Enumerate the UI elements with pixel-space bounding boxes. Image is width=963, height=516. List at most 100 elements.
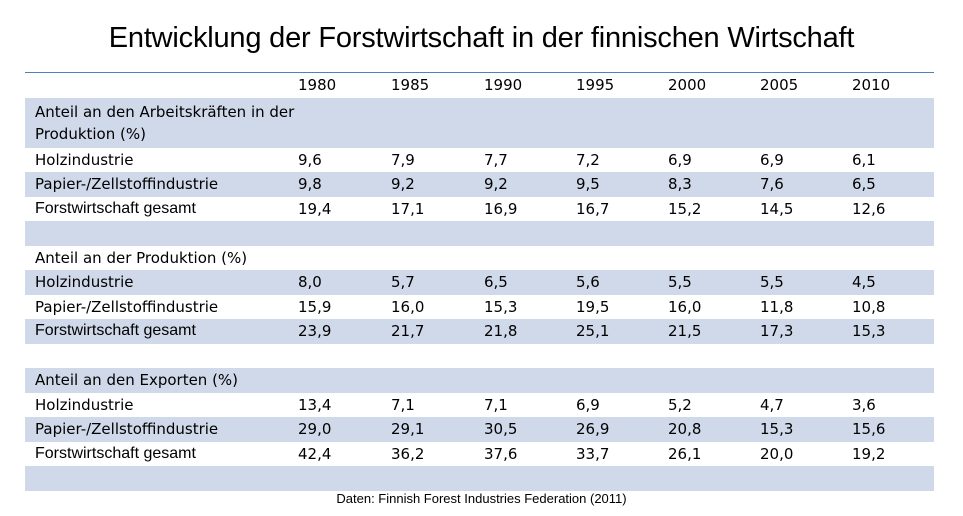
row-label: Papier-/Zellstoffindustrie [35,420,219,438]
column-header-1990: 1990 [484,76,523,94]
value-cell: 29,1 [391,420,425,438]
row-label: Holzindustrie [35,273,134,291]
value-cell: 15,9 [298,297,332,316]
value-cell: 4,7 [760,395,784,414]
table-row: Forstwirtschaft gesamt 42,4 36,2 37,6 33,7 26… [25,442,934,467]
value-cell: 21,7 [391,322,425,340]
data-table: 1980 1985 1990 1995 2000 2005 2010 Anteil an de… [25,73,934,491]
value-cell: 16,7 [576,199,610,218]
value-cell: 5,2 [668,395,692,414]
value-cell: 16,0 [668,297,702,316]
section-heading-row: Anteil an den Arbeitskräften in der Prod… [25,97,934,148]
value-cell: 29,0 [298,420,332,438]
column-header-2010: 2010 [852,76,891,94]
value-cell: 19,2 [852,444,886,463]
value-cell: 6,1 [852,150,876,169]
value-cell: 20,0 [760,444,794,463]
value-cell: 12,6 [852,199,886,218]
spacer-row [25,221,934,246]
value-cell: 15,3 [484,297,518,316]
row-label: Holzindustrie [35,395,134,414]
row-label: Forstwirtschaft gesamt [35,444,196,462]
value-cell: 15,6 [852,420,886,438]
value-cell: 10,8 [852,297,886,316]
source-note: Daten: Finnish Forest Industries Federat… [336,491,627,506]
row-label: Holzindustrie [35,150,134,169]
value-cell: 17,1 [391,199,425,218]
section-heading-row: Anteil an den Exporten (%) [25,368,934,393]
value-cell: 42,4 [298,444,332,463]
top-rule [25,72,934,73]
row-label: Forstwirtschaft gesamt [35,199,196,217]
header-row: 1980 1985 1990 1995 2000 2005 2010 [25,73,934,98]
value-cell: 13,4 [298,395,332,414]
value-cell: 19,4 [298,199,332,218]
column-header-2005: 2005 [760,76,799,94]
value-cell: 9,8 [298,175,322,193]
table-row: Papier-/Zellstoffindustrie 29,0 29,1 30,5 26… [25,417,934,442]
value-cell: 19,5 [576,297,610,316]
section-heading: Anteil an den Arbeitskräften in der Prod… [35,102,295,143]
value-cell: 33,7 [576,444,610,463]
spacer-row [25,344,934,369]
value-cell: 5,7 [391,273,415,291]
table-row: Holzindustrie 13,4 7,1 7,1 6,9 5,2 4,7 3,6 [25,393,934,418]
value-cell: 7,1 [484,395,508,414]
value-cell: 9,2 [391,175,415,193]
value-cell: 6,9 [760,150,784,169]
row-label: Papier-/Zellstoffindustrie [35,175,219,193]
value-cell: 16,9 [484,199,518,218]
value-cell: 30,5 [484,420,518,438]
value-cell: 8,0 [298,273,322,291]
value-cell: 26,1 [668,444,702,463]
value-cell: 15,3 [760,420,794,438]
value-cell: 20,8 [668,420,702,438]
table-row: Papier-/Zellstoffindustrie 9,8 9,2 9,2 9,5 8,… [25,172,934,197]
table-row: Holzindustrie 8,0 5,7 6,5 5,6 5,5 5,5 4,5 [25,270,934,295]
value-cell: 21,8 [484,322,518,340]
value-cell: 23,9 [298,322,332,340]
value-cell: 26,9 [576,420,610,438]
value-cell: 8,3 [668,175,692,193]
value-cell: 16,0 [391,297,425,316]
value-cell: 7,7 [484,150,508,169]
value-cell: 6,9 [668,150,692,169]
table-row: Forstwirtschaft gesamt 19,4 17,1 16,9 16,7 15… [25,197,934,222]
value-cell: 11,8 [760,297,794,316]
value-cell: 9,2 [484,175,508,193]
value-cell: 9,6 [298,150,322,169]
section-heading: Anteil an der Produktion (%) [35,248,248,267]
value-cell: 6,5 [484,273,508,291]
spacer-row [25,466,934,491]
value-cell: 17,3 [760,322,794,340]
value-cell: 15,3 [852,322,886,340]
value-cell: 4,5 [852,273,876,291]
value-cell: 7,6 [760,175,784,193]
value-cell: 6,9 [576,395,600,414]
value-cell: 37,6 [484,444,518,463]
table-row: Papier-/Zellstoffindustrie 15,9 16,0 15,3 19… [25,295,934,320]
column-header-1995: 1995 [576,76,615,94]
value-cell: 9,5 [576,175,600,193]
value-cell: 5,5 [668,273,692,291]
value-cell: 5,6 [576,273,600,291]
value-cell: 14,5 [760,199,794,218]
value-cell: 21,5 [668,322,702,340]
row-label: Forstwirtschaft gesamt [35,322,196,339]
value-cell: 6,5 [852,175,876,193]
section-heading: Anteil an den Exporten (%) [35,371,239,389]
column-header-1985: 1985 [391,76,430,94]
section-heading-row: Anteil an der Produktion (%) [25,246,934,271]
column-header-1980: 1980 [298,76,337,94]
value-cell: 7,1 [391,395,415,414]
column-header-2000: 2000 [668,76,707,94]
value-cell: 25,1 [576,322,610,340]
table-row: Forstwirtschaft gesamt 23,9 21,7 21,8 25,1 21… [25,319,934,344]
value-cell: 7,2 [576,150,600,169]
value-cell: 7,9 [391,150,415,169]
row-label: Papier-/Zellstoffindustrie [35,297,219,316]
table-title: Entwicklung der Forstwirtschaft in der f… [108,22,855,54]
value-cell: 36,2 [391,444,425,463]
value-cell: 5,5 [760,273,784,291]
value-cell: 15,2 [668,199,702,218]
